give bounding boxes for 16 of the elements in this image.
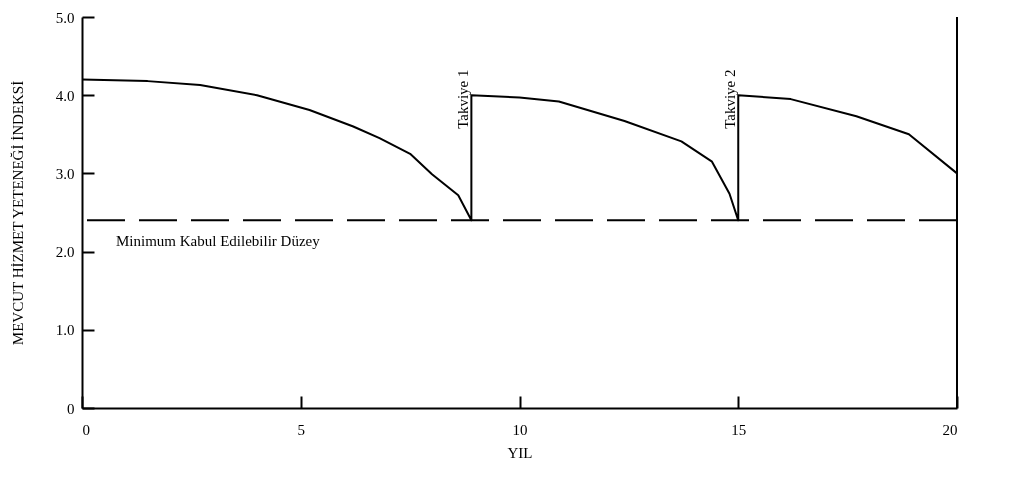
ref-line-label: Minimum Kabul Edilebilir Düzey — [116, 233, 321, 250]
x-tick-label: 20 — [942, 421, 958, 438]
x-axis-title: YIL — [507, 444, 533, 461]
annotation: Takviye 2 — [722, 69, 739, 129]
y-axis-title: MEVCUT HİZMET YETENEĞİ İNDEKSİ — [9, 80, 26, 346]
x-tick-label: 10 — [512, 421, 528, 438]
y-tick-label: 0 — [67, 400, 75, 417]
x-tick-label: 0 — [82, 421, 90, 438]
y-tick-label: 5.0 — [55, 9, 75, 26]
y-tick-label: 1.0 — [55, 322, 75, 339]
annotation: Takviye 1 — [455, 69, 472, 129]
y-tick-label: 4.0 — [55, 87, 75, 104]
y-tick-label: 3.0 — [55, 165, 75, 182]
y-tick-label: 2.0 — [55, 244, 75, 261]
x-tick-label: 5 — [297, 421, 305, 438]
x-tick-label: 15 — [731, 421, 747, 438]
